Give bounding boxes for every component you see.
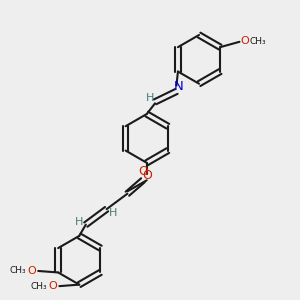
Text: H: H	[146, 93, 154, 103]
Text: CH₃: CH₃	[31, 282, 47, 291]
Text: N: N	[174, 80, 184, 94]
Text: CH₃: CH₃	[250, 37, 266, 46]
Text: O: O	[138, 165, 148, 178]
Text: CH₃: CH₃	[10, 266, 26, 275]
Text: O: O	[49, 281, 57, 291]
Text: O: O	[142, 169, 152, 182]
Text: O: O	[27, 266, 36, 276]
Text: H: H	[109, 208, 117, 218]
Text: H: H	[75, 217, 83, 226]
Text: O: O	[241, 36, 249, 46]
